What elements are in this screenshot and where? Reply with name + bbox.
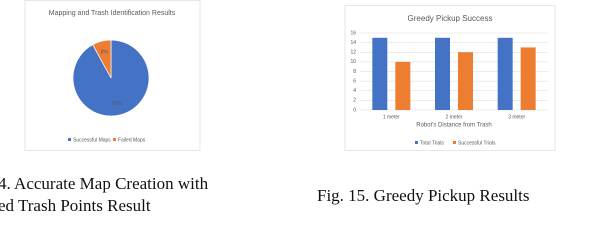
y-tick-label: 4 (353, 88, 356, 94)
y-tick-label: 2 (353, 98, 356, 104)
data-label: 8% (101, 50, 109, 56)
bar (372, 37, 388, 110)
legend-label: Successful Maps (73, 137, 111, 143)
x-axis-label: Robot's Distance from Trash (416, 123, 492, 129)
bar (520, 47, 536, 110)
bar (435, 37, 450, 110)
chart-title: Mapping and Trash Identification Results (49, 10, 176, 17)
y-tick-label: 6 (353, 78, 356, 84)
y-tick-label: 10 (350, 59, 356, 65)
y-tick-label: 8 (353, 69, 356, 75)
legend-label: Successful Trials (458, 140, 496, 146)
legend-swatch (415, 141, 418, 144)
x-tick-label: 3 meter (508, 114, 525, 120)
legend-label: Failed Maps (118, 137, 146, 143)
y-tick-label: 16 (350, 30, 356, 36)
caption: 4. Accurate Map Creation with (0, 174, 209, 193)
bar (497, 37, 513, 110)
data-label: 92% (113, 101, 124, 107)
y-tick-label: 14 (350, 40, 356, 46)
x-tick-label: 2 meter (446, 114, 463, 120)
chart-title: Greedy Pickup Success (408, 14, 493, 23)
bar (395, 61, 411, 110)
bar (458, 52, 473, 110)
y-tick-label: 0 (353, 107, 356, 113)
x-tick-label: 1 meter (383, 114, 400, 120)
pie-slice (92, 39, 112, 79)
legend-label: Total Trials (420, 140, 444, 146)
page: 4. Accurate Map Creation with ed Trash P… (0, 0, 556, 215)
caption: Fig. 15. Greedy Pickup Results (317, 186, 530, 205)
legend-swatch (68, 138, 71, 141)
legend-swatch (453, 141, 456, 144)
legend-swatch (113, 138, 116, 141)
caption: ed Trash Points Result (0, 196, 151, 215)
y-tick-label: 12 (350, 50, 356, 56)
